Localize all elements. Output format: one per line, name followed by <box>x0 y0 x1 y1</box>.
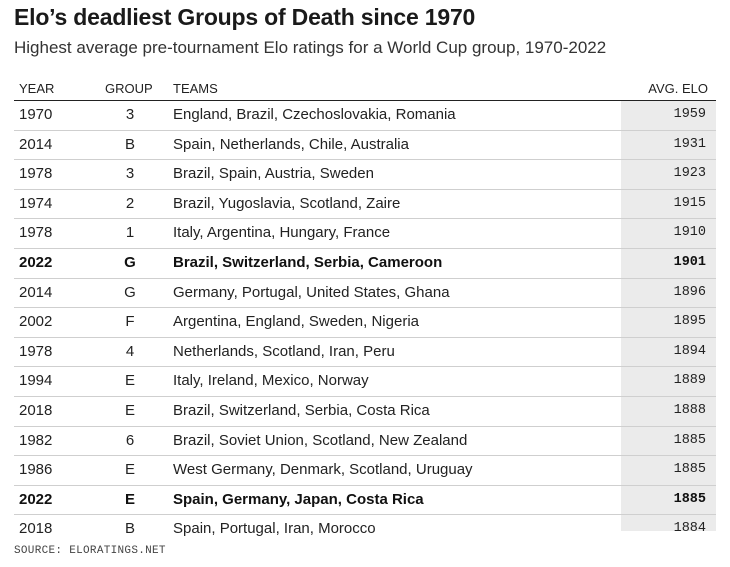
cell-avg-elo: 1915 <box>673 195 706 211</box>
cell-year: 1970 <box>19 106 53 123</box>
cell-year: 2022 <box>19 253 53 271</box>
table-row: 1974 2 Brazil, Yugoslavia, Scotland, Zaire… <box>14 190 716 220</box>
cell-avg-elo: 1888 <box>673 402 706 418</box>
cell-year: 2014 <box>19 283 53 301</box>
cell-teams: Netherlands, Scotland, Iran, Peru <box>173 342 395 360</box>
cell-teams: England, Brazil, Czechoslovakia, Romania <box>173 106 456 123</box>
cell-year: 1994 <box>19 372 53 390</box>
table-row: 2018 B Spain, Portugal, Iran, Morocco 1884 <box>14 515 716 544</box>
cell-year: 2022 <box>19 490 53 508</box>
table-row: 2022 E Spain, Germany, Japan, Costa Rica 18… <box>14 486 716 516</box>
cell-teams: Spain, Netherlands, Chile, Australia <box>173 135 409 153</box>
cell-avg-elo: 1895 <box>673 314 706 330</box>
cell-year: 2002 <box>19 313 53 331</box>
source-note: SOURCE: ELORATINGS.NET <box>14 545 166 557</box>
cell-group: G <box>124 253 136 271</box>
cell-avg-elo: 1885 <box>673 462 706 478</box>
cell-year: 1978 <box>19 342 53 360</box>
cell-avg-elo: 1910 <box>673 225 706 241</box>
table-row: 2014 G Germany, Portugal, United States, G… <box>14 279 716 309</box>
cell-teams: Brazil, Yugoslavia, Scotland, Zaire <box>173 194 401 212</box>
cell-year: 2018 <box>19 520 53 538</box>
cell-teams: Italy, Ireland, Mexico, Norway <box>173 372 369 390</box>
header-avg-elo: AVG. ELO <box>648 81 708 96</box>
cell-group: E <box>124 461 135 479</box>
table-row: 1978 3 Brazil, Spain, Austria, Sweden 1923 <box>14 160 716 190</box>
cell-year: 1986 <box>19 461 53 479</box>
cell-year: 2018 <box>19 401 53 419</box>
cell-teams: Spain, Portugal, Iran, Morocco <box>173 520 376 538</box>
cell-group: E <box>124 401 135 419</box>
header-year: YEAR <box>19 81 55 96</box>
table-header: YEAR GROUP TEAMS AVG. ELO <box>14 80 716 101</box>
cell-teams: Brazil, Switzerland, Serbia, Cameroon <box>173 253 443 271</box>
cell-avg-elo: 1923 <box>673 166 706 182</box>
table-row: 1978 1 Italy, Argentina, Hungary, France 19… <box>14 219 716 249</box>
cell-teams: Spain, Germany, Japan, Costa Rica <box>173 490 424 508</box>
cell-avg-elo: 1885 <box>673 432 706 448</box>
table-row: 1986 E West Germany, Denmark, Scotland, Ur… <box>14 456 716 486</box>
cell-avg-elo: 1894 <box>673 343 706 359</box>
table-row: 2018 E Brazil, Switzerland, Serbia, Costa … <box>14 397 716 427</box>
cell-year: 1974 <box>19 194 53 212</box>
cell-teams: Brazil, Spain, Austria, Sweden <box>173 165 374 183</box>
cell-teams: Argentina, England, Sweden, Nigeria <box>173 313 419 331</box>
table-row: 1978 4 Netherlands, Scotland, Iran, Peru 18… <box>14 338 716 368</box>
cell-group: 3 <box>125 106 135 123</box>
cell-group: F <box>125 313 135 331</box>
table-row: 2022 G Brazil, Switzerland, Serbia, Camero… <box>14 249 716 279</box>
cell-avg-elo: 1885 <box>673 491 706 507</box>
cell-group: B <box>124 135 135 153</box>
cell-teams: West Germany, Denmark, Scotland, Uruguay <box>173 461 473 479</box>
table-row: 2002 F Argentina, England, Sweden, Nigeria… <box>14 308 716 338</box>
header-group: GROUP <box>105 81 153 96</box>
table-row: 1994 E Italy, Ireland, Mexico, Norway 1889 <box>14 367 716 397</box>
cell-group: 4 <box>125 342 135 360</box>
table-body: 1970 3 England, Brazil, Czechoslovakia, Ro… <box>14 101 716 544</box>
cell-avg-elo: 1959 <box>673 107 706 122</box>
cell-year: 1982 <box>19 431 53 449</box>
header-teams: TEAMS <box>173 81 218 96</box>
cell-teams: Brazil, Soviet Union, Scotland, New Zeal… <box>173 431 468 449</box>
cell-group: 6 <box>125 431 135 449</box>
cell-avg-elo: 1889 <box>673 373 706 389</box>
cell-year: 1978 <box>19 224 53 242</box>
cell-year: 2014 <box>19 135 53 153</box>
cell-group: 2 <box>125 194 135 212</box>
chart-title: Elo’s deadliest Groups of Death since 19… <box>14 4 476 30</box>
cell-avg-elo: 1884 <box>673 521 706 537</box>
cell-group: 1 <box>125 224 135 242</box>
cell-group: E <box>124 490 135 508</box>
table-row: 2014 B Spain, Netherlands, Chile, Australi… <box>14 131 716 161</box>
cell-avg-elo: 1931 <box>673 136 706 152</box>
cell-group: 3 <box>125 165 135 183</box>
cell-teams: Italy, Argentina, Hungary, France <box>173 224 391 242</box>
cell-teams: Brazil, Switzerland, Serbia, Costa Rica <box>173 401 430 419</box>
cell-group: G <box>124 283 136 301</box>
avg-elo-column-shading <box>621 101 716 531</box>
cell-year: 1978 <box>19 165 53 183</box>
cell-teams: Germany, Portugal, United States, Ghana <box>173 283 450 301</box>
cell-avg-elo: 1901 <box>673 254 706 270</box>
table-row: 1982 6 Brazil, Soviet Union, Scotland, New… <box>14 427 716 457</box>
cell-group: B <box>124 520 135 538</box>
chart-subtitle: Highest average pre-tournament Elo ratin… <box>14 38 607 57</box>
table-row: 1970 3 England, Brazil, Czechoslovakia, Ro… <box>14 101 716 131</box>
cell-group: E <box>124 372 135 390</box>
cell-avg-elo: 1896 <box>673 284 706 300</box>
